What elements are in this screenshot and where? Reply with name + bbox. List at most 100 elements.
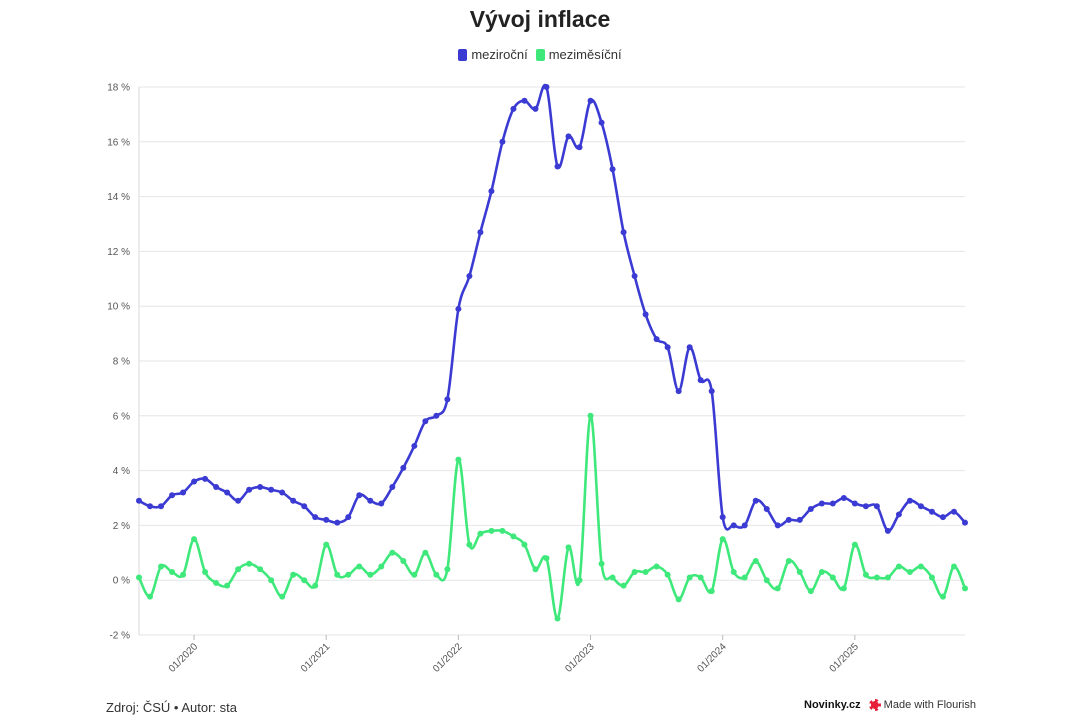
data-point-series-0[interactable] <box>455 305 462 312</box>
data-point-series-1[interactable] <box>136 574 142 581</box>
data-point-series-1[interactable] <box>224 582 231 589</box>
data-point-series-1[interactable] <box>191 536 198 543</box>
data-point-series-1[interactable] <box>620 582 627 589</box>
data-point-series-0[interactable] <box>268 486 275 493</box>
data-point-series-0[interactable] <box>147 503 154 510</box>
data-point-series-0[interactable] <box>752 497 759 504</box>
data-point-series-1[interactable] <box>587 412 594 419</box>
data-point-series-1[interactable] <box>774 585 781 592</box>
data-point-series-1[interactable] <box>895 563 902 570</box>
data-point-series-0[interactable] <box>312 514 319 521</box>
data-point-series-0[interactable] <box>367 497 374 504</box>
data-point-series-1[interactable] <box>708 588 715 595</box>
data-point-series-0[interactable] <box>334 519 341 526</box>
data-point-series-0[interactable] <box>587 97 594 104</box>
data-point-series-0[interactable] <box>873 503 880 510</box>
data-point-series-1[interactable] <box>213 579 220 586</box>
data-point-series-1[interactable] <box>202 568 209 575</box>
data-point-series-1[interactable] <box>180 571 187 578</box>
data-point-series-1[interactable] <box>719 536 726 543</box>
data-point-series-1[interactable] <box>609 574 616 581</box>
data-point-series-0[interactable] <box>378 500 385 507</box>
data-point-series-1[interactable] <box>466 541 473 548</box>
data-point-series-1[interactable] <box>554 615 561 622</box>
data-point-series-1[interactable] <box>444 566 451 573</box>
data-point-series-0[interactable] <box>521 97 528 104</box>
data-point-series-1[interactable] <box>829 574 836 581</box>
data-point-series-0[interactable] <box>477 229 484 236</box>
data-point-series-1[interactable] <box>576 577 583 584</box>
data-point-series-1[interactable] <box>862 571 869 578</box>
data-point-series-1[interactable] <box>950 563 957 570</box>
data-point-series-1[interactable] <box>697 574 704 581</box>
data-point-series-0[interactable] <box>554 163 561 170</box>
data-point-series-1[interactable] <box>873 574 880 581</box>
data-point-series-1[interactable] <box>807 588 814 595</box>
data-point-series-0[interactable] <box>862 503 869 510</box>
data-point-series-1[interactable] <box>367 571 374 578</box>
data-point-series-1[interactable] <box>785 558 792 565</box>
data-point-series-1[interactable] <box>323 541 330 548</box>
data-point-series-0[interactable] <box>609 166 616 173</box>
data-point-series-1[interactable] <box>378 563 385 570</box>
data-point-series-0[interactable] <box>202 475 209 482</box>
data-point-series-0[interactable] <box>884 527 891 534</box>
data-point-series-1[interactable] <box>796 568 803 575</box>
data-point-series-1[interactable] <box>543 555 550 562</box>
data-point-series-0[interactable] <box>323 516 330 523</box>
data-point-series-1[interactable] <box>433 571 440 578</box>
data-point-series-1[interactable] <box>334 571 341 578</box>
data-point-series-0[interactable] <box>422 418 429 425</box>
data-point-series-1[interactable] <box>411 571 418 578</box>
data-point-series-1[interactable] <box>345 571 352 578</box>
brand-logo[interactable]: Novinky.cz <box>804 699 861 711</box>
data-point-series-0[interactable] <box>235 497 242 504</box>
data-point-series-0[interactable] <box>719 514 726 521</box>
data-point-series-1[interactable] <box>389 549 396 556</box>
data-point-series-1[interactable] <box>422 549 429 556</box>
data-point-series-1[interactable] <box>631 568 638 575</box>
data-point-series-1[interactable] <box>664 571 671 578</box>
data-point-series-1[interactable] <box>906 568 913 575</box>
data-point-series-0[interactable] <box>488 188 495 195</box>
data-point-series-0[interactable] <box>829 500 836 507</box>
data-point-series-0[interactable] <box>796 516 803 523</box>
data-point-series-0[interactable] <box>631 273 638 280</box>
data-point-series-0[interactable] <box>697 377 704 384</box>
data-point-series-0[interactable] <box>466 273 473 280</box>
data-point-series-0[interactable] <box>499 138 506 145</box>
data-point-series-1[interactable] <box>268 577 275 584</box>
data-point-series-1[interactable] <box>499 527 506 534</box>
data-point-series-0[interactable] <box>851 500 858 507</box>
data-point-series-1[interactable] <box>642 568 649 575</box>
data-point-series-1[interactable] <box>279 593 286 600</box>
data-point-series-1[interactable] <box>653 563 660 570</box>
data-point-series-0[interactable] <box>840 495 847 501</box>
data-point-series-1[interactable] <box>598 560 605 567</box>
data-point-series-0[interactable] <box>279 489 286 496</box>
data-point-series-0[interactable] <box>917 503 924 510</box>
data-point-series-1[interactable] <box>246 560 253 567</box>
data-point-series-1[interactable] <box>917 563 924 570</box>
data-point-series-0[interactable] <box>290 497 297 504</box>
data-point-series-1[interactable] <box>356 563 363 570</box>
data-point-series-0[interactable] <box>180 489 187 496</box>
data-point-series-1[interactable] <box>752 558 759 565</box>
data-point-series-0[interactable] <box>411 442 418 449</box>
data-point-series-0[interactable] <box>664 344 671 351</box>
data-point-series-1[interactable] <box>884 574 891 581</box>
data-point-series-0[interactable] <box>675 388 682 395</box>
data-point-series-0[interactable] <box>169 492 176 499</box>
data-point-series-0[interactable] <box>576 144 583 151</box>
data-point-series-1[interactable] <box>675 596 682 603</box>
data-point-series-0[interactable] <box>763 505 770 512</box>
data-point-series-0[interactable] <box>191 478 198 485</box>
data-point-series-0[interactable] <box>962 519 968 526</box>
data-point-series-1[interactable] <box>400 558 407 565</box>
data-point-series-0[interactable] <box>213 484 220 491</box>
data-point-series-0[interactable] <box>774 522 781 529</box>
legend-item-series-0[interactable]: meziroční <box>458 47 528 62</box>
data-point-series-0[interactable] <box>301 503 308 510</box>
data-point-series-1[interactable] <box>741 574 748 581</box>
data-point-series-1[interactable] <box>158 563 165 570</box>
